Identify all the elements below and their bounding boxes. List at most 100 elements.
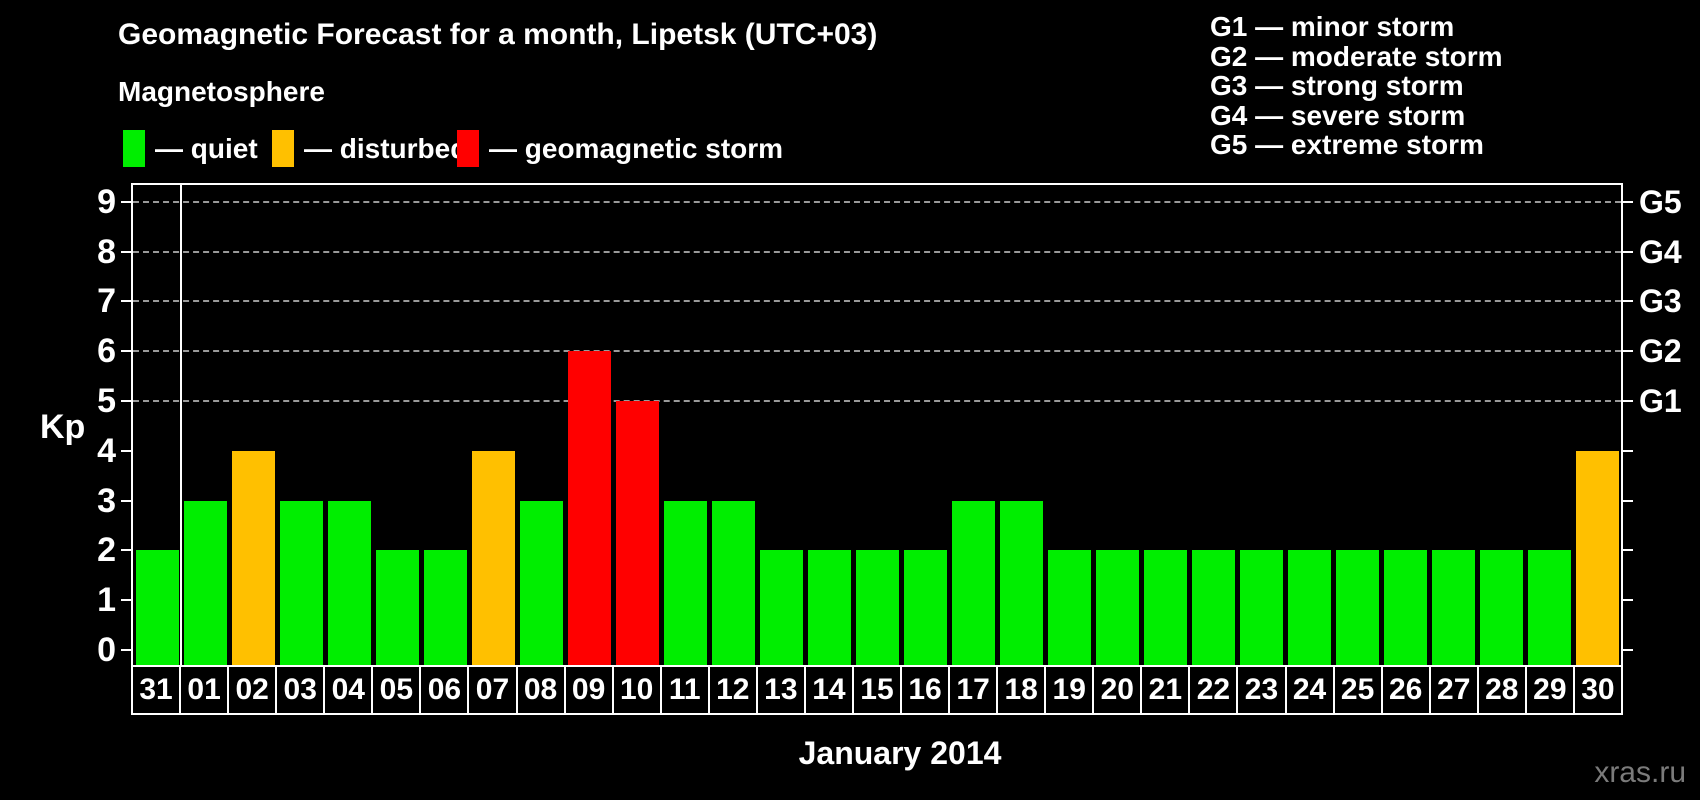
month-separator-line (180, 185, 182, 665)
chart-title: Geomagnetic Forecast for a month, Lipets… (118, 18, 878, 51)
y-axis-tick (121, 300, 131, 303)
right-axis-tick (1623, 350, 1633, 353)
g-legend-line: G2 — moderate storm (1210, 40, 1503, 72)
right-axis-tick (1623, 449, 1633, 452)
y-tick-label: 2 (97, 531, 116, 570)
date-cell: 09 (563, 665, 614, 715)
date-cell: 27 (1428, 665, 1479, 715)
y-tick-label: 5 (97, 382, 116, 420)
y-axis-label: Kp (40, 408, 86, 446)
date-cell: 24 (1284, 665, 1335, 715)
g-tick-label: G5 (1639, 183, 1682, 220)
y-axis-tick (121, 200, 131, 203)
kp-bar (567, 351, 611, 665)
kp-bar (1479, 550, 1523, 665)
right-axis-tick (1623, 599, 1633, 602)
kp-bar (759, 550, 803, 665)
kp-bar (1431, 550, 1475, 665)
date-cell: 21 (1140, 665, 1191, 715)
y-axis-tick (121, 499, 131, 502)
date-cell: 07 (467, 665, 518, 715)
kp-bar (1335, 550, 1379, 665)
kp-bar (1047, 550, 1091, 665)
kp-bar (183, 500, 227, 665)
y-axis-tick (121, 449, 131, 452)
gridline-kp7 (133, 300, 1621, 303)
kp-bar (1527, 550, 1571, 665)
y-axis-tick (121, 649, 131, 651)
kp-bar (807, 550, 851, 665)
kp-bar (231, 450, 275, 665)
gridline-kp9 (133, 200, 1621, 203)
date-cell: 25 (1332, 665, 1383, 715)
right-axis-tick (1623, 300, 1633, 303)
right-axis-tick (1623, 549, 1633, 552)
date-cell: 16 (900, 665, 951, 715)
date-cell: 01 (179, 665, 230, 715)
kp-bar (327, 500, 371, 665)
kp-bar (279, 500, 323, 665)
y-axis-tick (121, 250, 131, 253)
g-tick-label: G2 (1639, 333, 1682, 370)
kp-bar (135, 550, 179, 665)
date-cell: 12 (707, 665, 758, 715)
kp-bar (615, 401, 659, 665)
date-cell: 11 (659, 665, 710, 715)
y-tick-label: 9 (97, 182, 116, 221)
disturbed-color-swatch (272, 130, 294, 167)
kp-bar (951, 500, 995, 665)
g-legend-line: G3 — strong storm (1210, 70, 1464, 102)
kp-bar (903, 550, 947, 665)
date-cell: 29 (1524, 665, 1575, 715)
legend-item-quiet: — quiet (123, 130, 258, 167)
y-tick-label: 0 (97, 631, 116, 669)
gridline-kp8 (133, 250, 1621, 253)
y-axis-tick (121, 549, 131, 552)
gridline-kp6 (133, 350, 1621, 353)
date-cell: 19 (1044, 665, 1095, 715)
kp-bar (1191, 550, 1235, 665)
legend-label: — disturbed (304, 132, 468, 164)
date-cell: 02 (227, 665, 278, 715)
kp-bar (375, 550, 419, 665)
legend-item-storm: — geomagnetic storm (457, 130, 783, 167)
right-axis-tick (1623, 200, 1633, 203)
g-scale-legend: G1 — minor storm G2 — moderate storm G3 … (1210, 12, 1503, 160)
date-cell: 06 (419, 665, 470, 715)
y-axis-tick (121, 350, 131, 353)
kp-bar (711, 500, 755, 665)
date-cell: 18 (996, 665, 1047, 715)
date-cell: 30 (1572, 665, 1623, 715)
g-legend-line: G4 — severe storm (1210, 99, 1466, 131)
kp-bar (1143, 550, 1187, 665)
g-tick-label: G1 (1639, 383, 1682, 419)
kp-bar (1095, 550, 1139, 665)
date-cell: 13 (755, 665, 806, 715)
date-cell: 15 (851, 665, 902, 715)
y-tick-label: 3 (97, 481, 116, 520)
y-tick-label: 1 (97, 581, 116, 620)
x-axis-date-row: 31 01 02 03 04 05 06 07 08 09 10 11 12 13 14 15 16 17 18 19… (131, 665, 1623, 715)
watermark: xras.ru (1594, 756, 1686, 789)
gridline-kp5 (133, 400, 1621, 402)
date-cell: 08 (515, 665, 566, 715)
plot-area (131, 183, 1623, 667)
kp-bar (1575, 450, 1619, 665)
date-cell: 20 (1092, 665, 1143, 715)
g-tick-label: G4 (1639, 233, 1682, 270)
y-tick-label: 6 (97, 332, 116, 371)
kp-bar (471, 450, 515, 665)
kp-bar (519, 500, 563, 665)
date-cell: 23 (1236, 665, 1287, 715)
date-cell: 17 (948, 665, 999, 715)
y-tick-label: 4 (97, 431, 116, 470)
x-axis-title: January 2014 (798, 735, 1002, 771)
kp-bar (423, 550, 467, 665)
right-axis-tick (1623, 250, 1633, 253)
y-axis-tick (121, 599, 131, 602)
kp-bar (1239, 550, 1283, 665)
storm-color-swatch (457, 130, 479, 167)
g-tick-label: G3 (1639, 283, 1682, 320)
date-cell: 26 (1380, 665, 1431, 715)
plot-inner (133, 185, 1621, 665)
